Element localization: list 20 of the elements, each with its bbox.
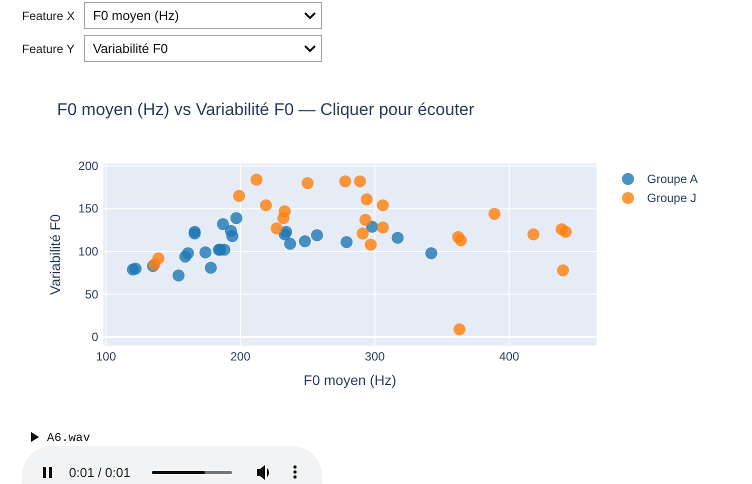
x-tick-label: 200 — [230, 350, 251, 364]
x-tick-label: 300 — [364, 350, 386, 364]
x-tick-label: 400 — [499, 350, 520, 364]
legend-label: Groupe A — [647, 172, 698, 186]
y-tick-label: 150 — [78, 202, 99, 216]
text: Variabilité F0 — [93, 41, 168, 56]
y-axis-title: Variabilité F0 — [47, 214, 63, 295]
x-tick-label: 100 — [96, 350, 116, 364]
legend-label: Groupe J — [647, 191, 696, 205]
y-tick-label: 0 — [92, 330, 99, 344]
text: A6.wav — [47, 431, 90, 445]
y-tick-label: 200 — [78, 158, 99, 173]
text: 0:01 / 0:01 — [69, 465, 130, 480]
text: Feature Y — [22, 42, 74, 56]
y-tick-label: 100 — [78, 244, 99, 259]
text: Feature X — [22, 9, 75, 23]
x-axis-title: F0 moyen (Hz) — [304, 372, 396, 388]
chart-title: F0 moyen (Hz) vs Variabilité F0 — Cliquer pour écouter — [57, 100, 475, 119]
text: F0 moyen (Hz) — [93, 8, 179, 23]
y-tick-label: 50 — [84, 287, 99, 302]
